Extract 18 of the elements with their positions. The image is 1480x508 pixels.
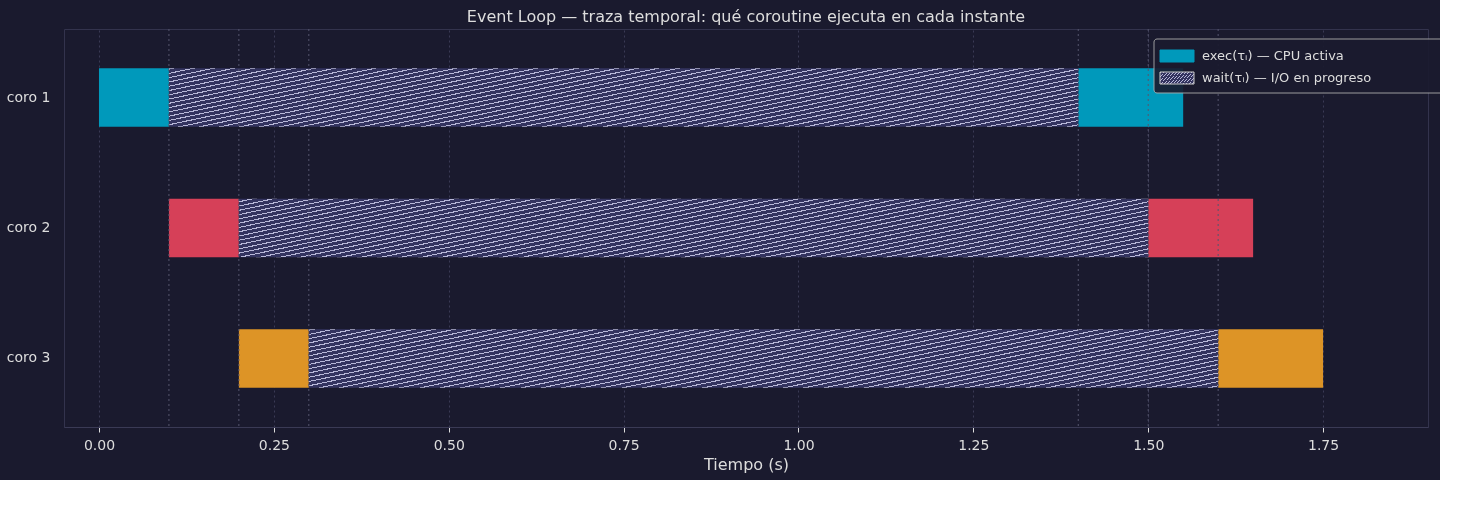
x-tick-label: 0.50 [433,436,465,453]
x-tick-label: 1.00 [783,436,815,453]
bar [238,198,1149,258]
x-tick-label: 0.75 [608,436,640,453]
bar [308,329,1219,388]
x-tick-label: 0.00 [83,436,116,453]
y-tick-label: coro 1 [6,88,51,105]
legend-label: wait(τᵢ) — I/O en progreso [1202,70,1372,85]
x-tick-label: 0.25 [258,436,290,453]
y-tick-label: coro 3 [6,349,51,366]
x-tick-label: 1.25 [958,436,990,453]
x-tick-label: 1.50 [1133,436,1165,453]
x-tick-label: 1.75 [1307,436,1340,453]
chart-title: Event Loop — traza temporal: qué coroutine ejecuta en cada instante [466,6,1026,26]
legend-label: exec(τᵢ) — CPU activa [1202,48,1344,63]
bar [168,68,1079,127]
y-tick-label: coro 2 [6,219,51,235]
x-axis-title: Tiempo (s) [702,454,790,474]
